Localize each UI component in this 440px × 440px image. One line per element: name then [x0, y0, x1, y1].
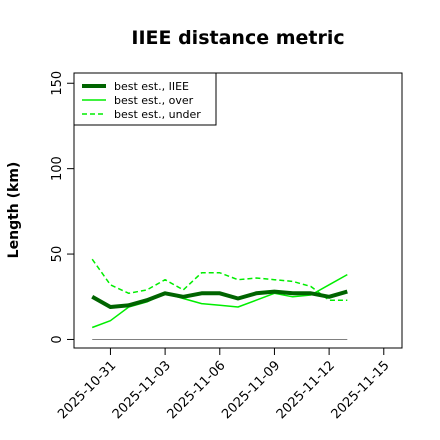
y-tick-label-3: 150	[50, 71, 65, 96]
y-tick-label-1: 50	[50, 246, 65, 263]
y-axis-label: Length (km)	[6, 162, 22, 259]
x-axis: 2025-10-312025-11-032025-11-062025-11-09…	[55, 347, 393, 422]
legend-label-1: best est., over	[114, 94, 194, 107]
legend-label-2: best est., under	[114, 108, 201, 121]
y-tick-label-0: 0	[50, 335, 65, 343]
y-tick-label-2: 100	[50, 156, 65, 181]
series-line-1	[91, 273, 348, 329]
series-line-2	[91, 258, 348, 301]
y-axis: 0 50 100 150	[50, 71, 75, 344]
x-tick-label-5: 2025-11-15	[329, 358, 393, 422]
chart-title: IIEE distance metric	[131, 27, 344, 49]
legend-box	[73, 72, 217, 126]
legend-label-0: best est., IIEE	[114, 80, 189, 93]
series-layer	[91, 258, 348, 340]
series-line-0	[91, 289, 348, 309]
